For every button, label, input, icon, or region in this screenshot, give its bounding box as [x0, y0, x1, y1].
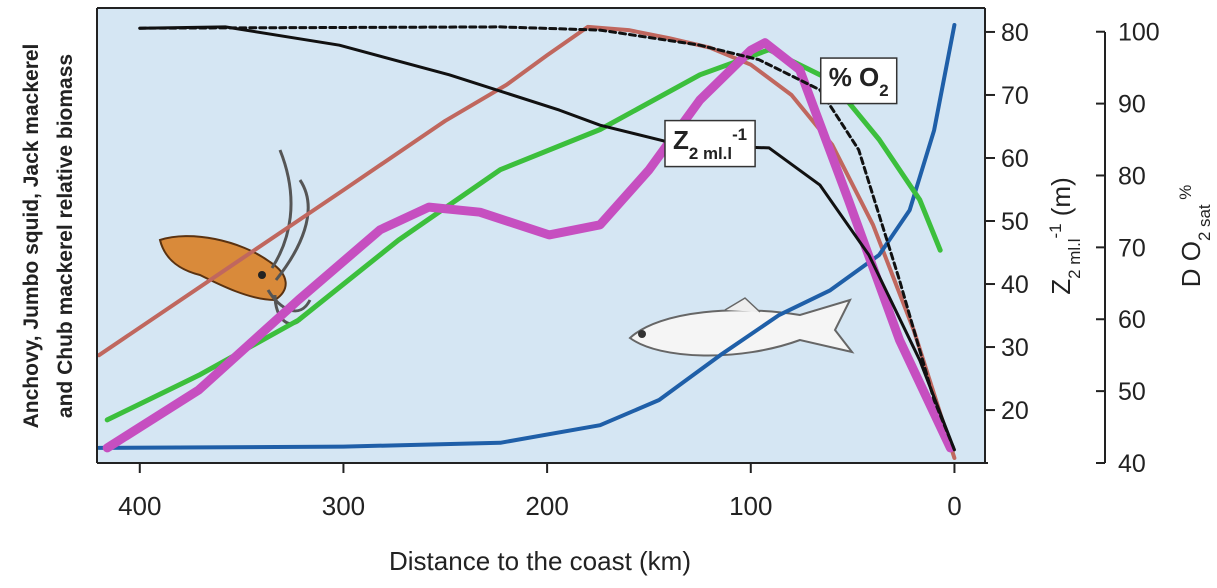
label-part: -1	[1046, 223, 1065, 238]
label-part: -1	[732, 125, 747, 144]
y2-tick-label: 70	[1118, 234, 1146, 262]
series-line	[104, 47, 943, 423]
y-left-label: Anchovy, Jumbo squid, Jack mackerel	[20, 44, 43, 429]
annotation: % O2	[819, 57, 898, 105]
annotation: Z2 ml.l-1	[664, 119, 756, 168]
x-tick-label: 100	[729, 491, 772, 521]
y-tick-label: 70	[1001, 82, 1029, 110]
y-tick-label: 30	[1001, 334, 1029, 362]
y2-tick-label: 60	[1118, 306, 1146, 334]
series-line	[138, 25, 956, 452]
series-line	[97, 23, 957, 450]
label-part: (m)	[1046, 177, 1076, 223]
annotation-box	[664, 119, 756, 168]
y-tick-label: 50	[1001, 208, 1029, 236]
label-part: Z	[1046, 279, 1076, 295]
x-tick-label: 200	[525, 491, 568, 521]
y-tick-label: 60	[1001, 145, 1029, 173]
y-left-label: and Chub mackerel relative biomass	[54, 54, 77, 418]
label-part: 2	[879, 81, 888, 100]
y2-axis-label: D O2 sat %	[1176, 185, 1214, 288]
label-part: 2 ml.l	[1065, 238, 1084, 278]
series-line	[97, 24, 957, 460]
x-tick-label: 400	[118, 491, 161, 521]
y2-tick-label: 50	[1118, 378, 1146, 406]
y2-tick-label: 80	[1118, 162, 1146, 190]
squid-illustration	[158, 149, 312, 326]
y2-tick-label: 100	[1118, 19, 1160, 47]
label-part: Z	[673, 125, 689, 155]
label-part: %	[1176, 185, 1195, 205]
label-part: D O	[1176, 241, 1206, 287]
x-axis-label: Distance to the coast (km)	[389, 546, 691, 576]
label-part: 2 ml.l	[689, 144, 732, 163]
y2-tick-label: 90	[1118, 91, 1146, 119]
y-tick-label: 40	[1001, 271, 1029, 299]
y-tick-label: 20	[1001, 397, 1029, 425]
label-part: 2 sat	[1195, 204, 1214, 241]
y2-tick-label: 40	[1118, 450, 1146, 478]
annotation-text: % O2	[829, 62, 889, 100]
x-tick-label: 0	[947, 491, 961, 521]
label-part: % O	[829, 62, 880, 92]
x-tick-label: 300	[322, 491, 365, 521]
annotation-box	[819, 57, 898, 105]
fish-illustration	[628, 297, 855, 357]
series-line	[102, 38, 955, 453]
y-axis-label: Z2 ml.l-1 (m)	[1046, 177, 1084, 294]
annotation-text: Z2 ml.l-1	[673, 125, 747, 163]
series-line	[138, 25, 956, 452]
y-tick-label: 80	[1001, 19, 1029, 47]
